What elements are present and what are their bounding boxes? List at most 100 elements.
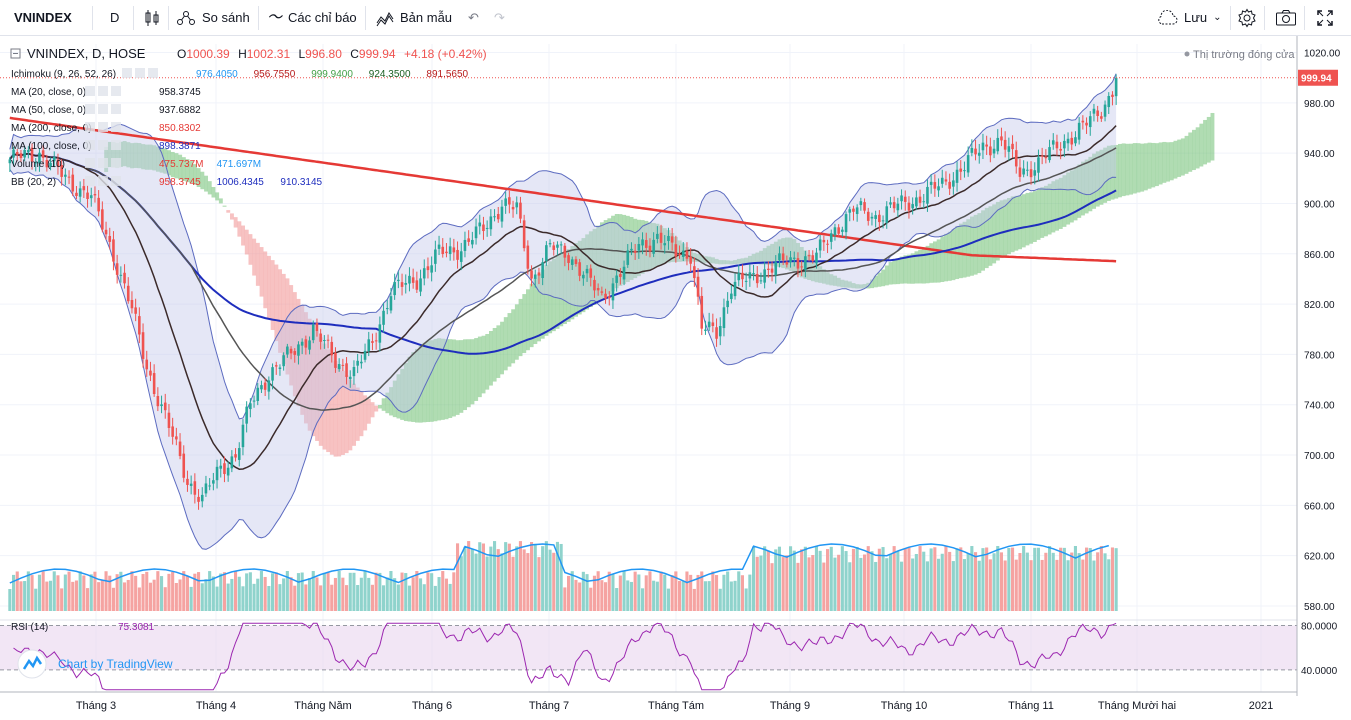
indicator-control-icon[interactable] [85, 176, 95, 186]
templates-button[interactable]: Bản mẫu [376, 0, 452, 36]
volume-bar [1025, 552, 1029, 611]
collapse-legend-icon[interactable] [10, 48, 21, 59]
cloud-segment [925, 245, 930, 284]
candle-body [23, 149, 26, 158]
candle-body [678, 253, 681, 256]
indicator-control-icon[interactable] [111, 140, 121, 150]
snapshot-button[interactable] [1275, 0, 1297, 36]
undo-button[interactable]: ↶ [468, 0, 479, 36]
volume-bar [419, 578, 423, 611]
indicator-control-icon[interactable] [85, 86, 95, 96]
interval-button[interactable]: D [110, 0, 119, 36]
axes: 1020.00 980.00 940.00 900.00 860.00 820.00 780… [0, 36, 1341, 712]
indicator-control-icon[interactable] [111, 86, 121, 96]
cloud-segment [892, 260, 897, 285]
candle-body [763, 269, 766, 283]
cloud-segment [119, 141, 123, 167]
volume-bar [911, 558, 915, 611]
cloud-segment [359, 391, 364, 437]
indicator-control-icon[interactable] [111, 122, 121, 132]
cloud-segment [877, 272, 882, 287]
save-button[interactable]: Lưu ⌄ [1156, 0, 1222, 36]
cloud-segment [237, 221, 242, 237]
indicator-control-icon[interactable] [98, 86, 108, 96]
indicator-control-icon[interactable] [85, 104, 95, 114]
candle-body [1055, 141, 1059, 149]
cloud-segment [818, 266, 823, 283]
candle-body [56, 159, 60, 167]
volume-bar [611, 574, 615, 611]
candle-body [578, 262, 581, 276]
tradingview-branding[interactable]: Chart by TradingView [17, 649, 173, 679]
chart-area[interactable]: RSI (14) 75.3081 1020.00 980.00 940.00 900.0… [0, 36, 1351, 720]
volume-bar [789, 546, 793, 611]
volume-bar [30, 575, 34, 611]
candle-body [89, 195, 93, 199]
indicator-value: 999.9400 [311, 69, 353, 80]
indicators-button[interactable]: 〜 Các chỉ báo [267, 0, 357, 36]
indicator-control-icon[interactable] [85, 140, 95, 150]
candle-body [311, 324, 315, 341]
indicator-control-icon[interactable] [98, 140, 108, 150]
cloud-segment [707, 256, 712, 264]
volume-bar [755, 556, 759, 611]
candle-body [656, 233, 659, 239]
volume-bar [896, 551, 900, 611]
candle-body [1011, 143, 1014, 150]
volume-bar [234, 571, 238, 611]
cloud-segment [281, 273, 286, 365]
cloud-segment [352, 383, 356, 446]
indicator-control-icon[interactable] [98, 176, 108, 186]
candle-body [330, 341, 334, 356]
fullscreen-button[interactable] [1316, 0, 1334, 36]
candle-body [903, 196, 907, 202]
cloud-segment [433, 338, 438, 422]
candle-body [644, 240, 648, 248]
cloud-segment [825, 272, 830, 285]
function-icon: 〜 [267, 9, 283, 26]
cloud-segment [1077, 164, 1082, 218]
cloud-segment [607, 218, 612, 295]
indicator-control-icon[interactable] [98, 122, 108, 132]
volume-bar [326, 572, 330, 611]
indicator-control-icon[interactable] [85, 158, 95, 168]
cloud-segment [903, 255, 908, 284]
cloud-segment [252, 238, 257, 276]
indicator-control-icon[interactable] [98, 158, 108, 168]
toolbar-divider [92, 6, 93, 30]
indicator-control-icon[interactable] [85, 122, 95, 132]
settings-button[interactable] [1237, 0, 1257, 36]
rsi-pane: RSI (14) 75.3081 [0, 619, 1297, 691]
cloud-segment [918, 249, 923, 284]
symbol-label: VNINDEX [14, 10, 72, 25]
candle-body [652, 239, 655, 254]
indicator-control-icon[interactable] [148, 68, 158, 78]
candle-body [304, 339, 308, 348]
candle-body [67, 176, 71, 178]
cloud-segment [492, 327, 497, 382]
volume-bar [929, 548, 933, 611]
indicator-control-icon[interactable] [135, 68, 145, 78]
cloud-segment [947, 231, 952, 281]
indicator-control-icon[interactable] [111, 176, 121, 186]
chart-type-button[interactable] [144, 0, 160, 36]
candle-body [1051, 140, 1055, 145]
redo-button[interactable]: ↷ [494, 0, 505, 36]
cloud-segment [544, 264, 549, 336]
candle-body [937, 186, 940, 191]
volume-bar [922, 551, 926, 611]
symbol-search-button[interactable]: VNINDEX [14, 0, 72, 36]
compare-button[interactable]: So sánh [176, 0, 250, 36]
candle-body [1033, 170, 1037, 176]
volume-bar [615, 588, 619, 611]
candle-body [441, 246, 445, 255]
time-tick-label: Tháng 4 [196, 700, 236, 712]
candle-body [637, 244, 641, 251]
candle-body [696, 276, 700, 297]
indicator-control-icon[interactable] [98, 104, 108, 114]
cloud-segment [144, 144, 149, 170]
indicator-control-icon[interactable] [111, 158, 121, 168]
indicator-control-icon[interactable] [122, 68, 132, 78]
indicator-control-icon[interactable] [111, 104, 121, 114]
cloud-segment [1125, 143, 1130, 196]
